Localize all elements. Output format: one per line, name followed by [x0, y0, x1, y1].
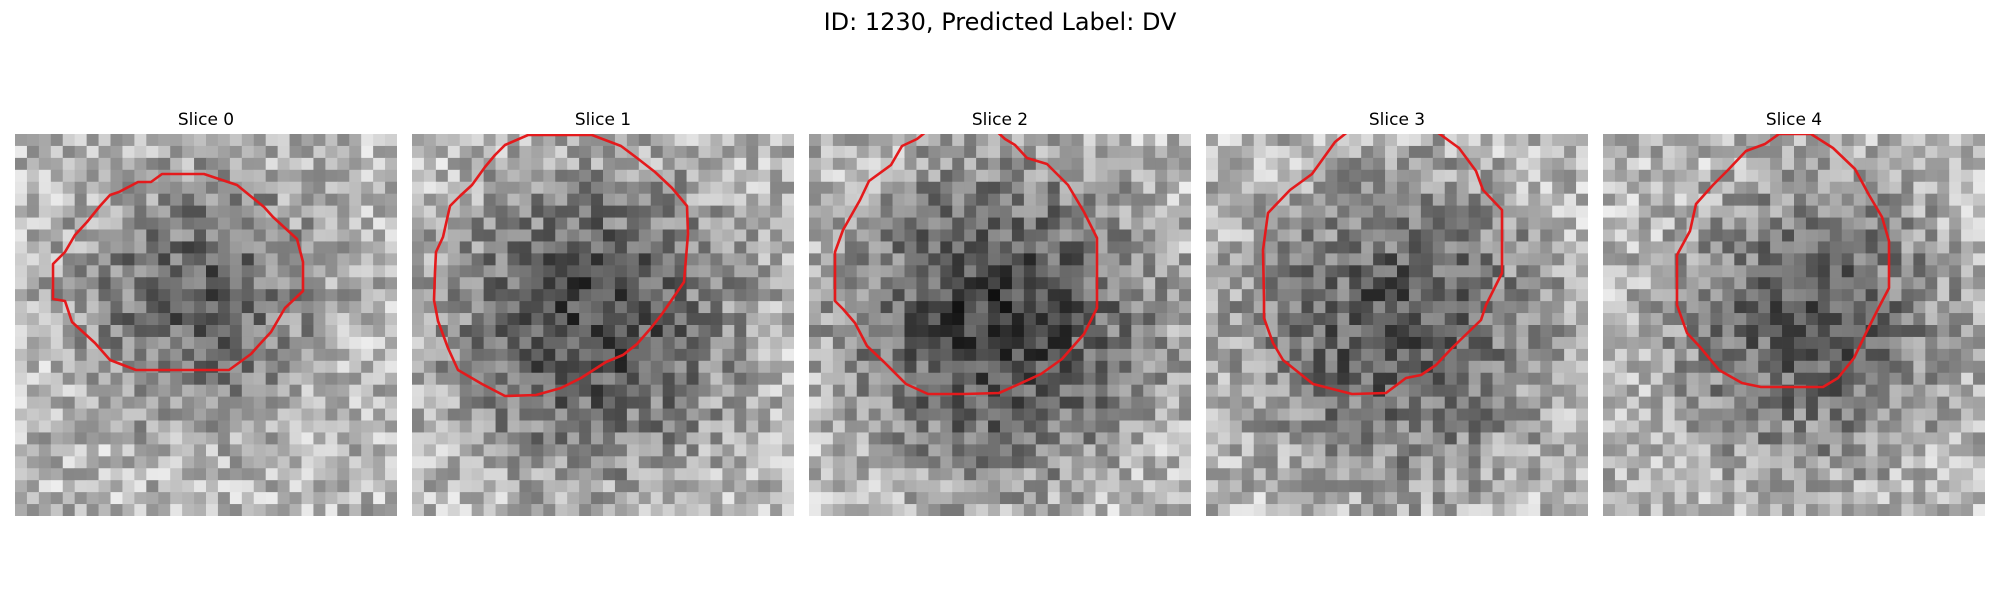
slice-image: [1206, 134, 1588, 516]
slice-image: [1603, 134, 1985, 516]
segmentation-contour: [833, 134, 1099, 396]
panel-title: Slice 3: [1368, 110, 1426, 130]
panel-slice-1: Slice 1: [412, 108, 794, 516]
slice-image: [809, 134, 1191, 516]
panel-slice-3: Slice 3: [1206, 108, 1588, 516]
panel-slice-4: Slice 4: [1603, 108, 1985, 516]
slice-image: [412, 134, 794, 516]
figure-title: ID: 1230, Predicted Label: DV: [823, 8, 1177, 36]
segmentation-contour: [1261, 134, 1504, 396]
slice-image: [15, 134, 397, 516]
panel-title: Slice 2: [971, 110, 1029, 130]
segmentation-contour: [432, 134, 690, 398]
segmentation-contour: [51, 172, 305, 372]
panel-title: Slice 0: [177, 110, 235, 130]
segmentation-contour: [1675, 134, 1891, 389]
panel-slice-0: Slice 0: [15, 108, 397, 516]
panel-title: Slice 1: [574, 110, 632, 130]
panel-slice-2: Slice 2: [809, 108, 1191, 516]
panel-title: Slice 4: [1765, 110, 1823, 130]
